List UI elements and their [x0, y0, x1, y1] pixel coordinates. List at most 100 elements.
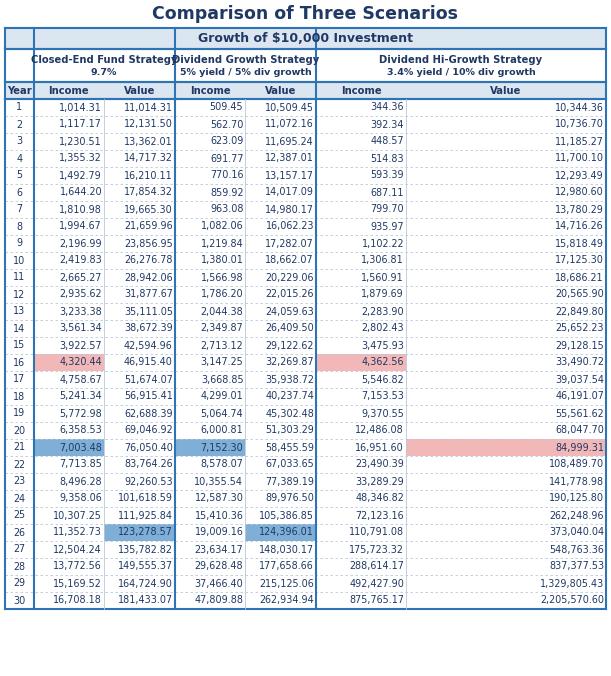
Text: 9.7%: 9.7% — [91, 68, 117, 77]
Text: 33,289.29: 33,289.29 — [356, 477, 404, 487]
Bar — [246, 524, 316, 541]
Text: 1,355.32: 1,355.32 — [59, 153, 102, 164]
Text: 22: 22 — [13, 460, 25, 470]
Text: 12,387.01: 12,387.01 — [265, 153, 314, 164]
Text: 1,380.01: 1,380.01 — [200, 256, 243, 266]
Text: 37,466.40: 37,466.40 — [195, 579, 243, 589]
Text: 17,854.32: 17,854.32 — [124, 187, 173, 197]
Text: 92,260.53: 92,260.53 — [124, 477, 173, 487]
Text: 22,015.26: 22,015.26 — [266, 289, 314, 299]
Text: 448.57: 448.57 — [370, 137, 404, 147]
Text: 593.39: 593.39 — [370, 170, 404, 180]
Text: 9: 9 — [16, 239, 23, 249]
Text: 7,003.48: 7,003.48 — [59, 443, 102, 452]
Text: 12,486.08: 12,486.08 — [356, 425, 404, 435]
Text: 3,922.57: 3,922.57 — [59, 341, 102, 350]
Text: 124,396.01: 124,396.01 — [259, 527, 314, 537]
Text: 28,942.06: 28,942.06 — [124, 272, 173, 283]
Text: 5,772.98: 5,772.98 — [59, 408, 102, 418]
Text: 14,716.26: 14,716.26 — [555, 222, 604, 231]
Bar — [34, 439, 104, 456]
Text: 4,299.01: 4,299.01 — [200, 391, 243, 402]
Text: 6,358.53: 6,358.53 — [59, 425, 102, 435]
Text: 5% yield / 5% div growth: 5% yield / 5% div growth — [180, 68, 311, 77]
Bar — [5, 439, 606, 456]
Text: 30: 30 — [13, 596, 26, 606]
Text: 1,082.06: 1,082.06 — [201, 222, 243, 231]
Bar — [5, 388, 606, 405]
Text: 20: 20 — [13, 425, 25, 435]
Text: 11: 11 — [13, 272, 26, 283]
Text: 51,303.29: 51,303.29 — [265, 425, 314, 435]
Text: 4,362.56: 4,362.56 — [362, 358, 404, 368]
Text: 1,329,805.43: 1,329,805.43 — [540, 579, 604, 589]
Bar — [5, 524, 606, 541]
Bar — [5, 422, 606, 439]
Text: Value: Value — [265, 85, 296, 95]
Bar — [5, 320, 606, 337]
Text: 13,772.56: 13,772.56 — [53, 562, 102, 571]
Bar — [5, 269, 606, 286]
Text: 1,306.81: 1,306.81 — [362, 256, 404, 266]
Text: 40,237.74: 40,237.74 — [265, 391, 314, 402]
Text: 12,587.30: 12,587.30 — [194, 493, 243, 504]
Text: 51,674.07: 51,674.07 — [124, 375, 173, 385]
Text: 13,780.29: 13,780.29 — [555, 205, 604, 214]
Text: 7,152.30: 7,152.30 — [200, 443, 243, 452]
Text: 33,490.72: 33,490.72 — [555, 358, 604, 368]
Text: 21: 21 — [13, 443, 25, 452]
Text: 42,594.96: 42,594.96 — [124, 341, 173, 350]
Text: 17,282.07: 17,282.07 — [265, 239, 314, 249]
Text: Year: Year — [7, 85, 32, 95]
Text: 29: 29 — [13, 579, 25, 589]
Text: 8: 8 — [16, 222, 23, 231]
Bar — [5, 575, 606, 592]
Text: 27: 27 — [13, 544, 25, 554]
Text: 4,758.67: 4,758.67 — [59, 375, 102, 385]
Bar — [5, 150, 606, 167]
Text: 1,644.20: 1,644.20 — [59, 187, 102, 197]
Bar — [175, 439, 246, 456]
Text: 5,064.74: 5,064.74 — [200, 408, 243, 418]
Text: 548,763.36: 548,763.36 — [549, 544, 604, 554]
Text: 514.83: 514.83 — [370, 153, 404, 164]
Text: 35,938.72: 35,938.72 — [265, 375, 314, 385]
Bar — [5, 490, 606, 507]
Bar — [5, 218, 606, 235]
Text: 24,059.63: 24,059.63 — [265, 306, 314, 316]
Text: 799.70: 799.70 — [370, 205, 404, 214]
Text: 38,672.39: 38,672.39 — [124, 324, 173, 333]
Text: 18: 18 — [13, 391, 26, 402]
Text: 17,125.30: 17,125.30 — [555, 256, 604, 266]
Text: 16,951.60: 16,951.60 — [356, 443, 404, 452]
Bar — [5, 184, 606, 201]
Bar — [5, 133, 606, 150]
Text: 108,489.70: 108,489.70 — [549, 460, 604, 470]
Text: 16: 16 — [13, 358, 25, 368]
Text: 21,659.96: 21,659.96 — [124, 222, 173, 231]
Text: 22,849.80: 22,849.80 — [555, 306, 604, 316]
Bar — [5, 371, 606, 388]
Text: 9,370.55: 9,370.55 — [361, 408, 404, 418]
Text: 29,628.48: 29,628.48 — [195, 562, 243, 571]
Text: 392.34: 392.34 — [371, 120, 404, 130]
Text: 2,713.12: 2,713.12 — [201, 341, 243, 350]
Text: 2,935.62: 2,935.62 — [60, 289, 102, 299]
Text: 11,185.27: 11,185.27 — [555, 137, 604, 147]
Bar — [104, 524, 175, 541]
Text: 8,496.28: 8,496.28 — [59, 477, 102, 487]
Text: Income: Income — [190, 85, 230, 95]
Bar — [5, 456, 606, 473]
Text: 2: 2 — [16, 120, 22, 130]
Text: 72,123.16: 72,123.16 — [356, 510, 404, 521]
Text: 45,302.48: 45,302.48 — [265, 408, 314, 418]
Text: 6: 6 — [16, 187, 22, 197]
Text: 31,877.67: 31,877.67 — [124, 289, 173, 299]
Text: 110,791.08: 110,791.08 — [349, 527, 404, 537]
Text: 23,490.39: 23,490.39 — [355, 460, 404, 470]
Text: Dividend Growth Strategy: Dividend Growth Strategy — [172, 55, 319, 65]
Text: 15,169.52: 15,169.52 — [53, 579, 102, 589]
Text: 344.36: 344.36 — [371, 103, 404, 112]
Text: 2,665.27: 2,665.27 — [60, 272, 102, 283]
Text: 77,389.19: 77,389.19 — [265, 477, 314, 487]
